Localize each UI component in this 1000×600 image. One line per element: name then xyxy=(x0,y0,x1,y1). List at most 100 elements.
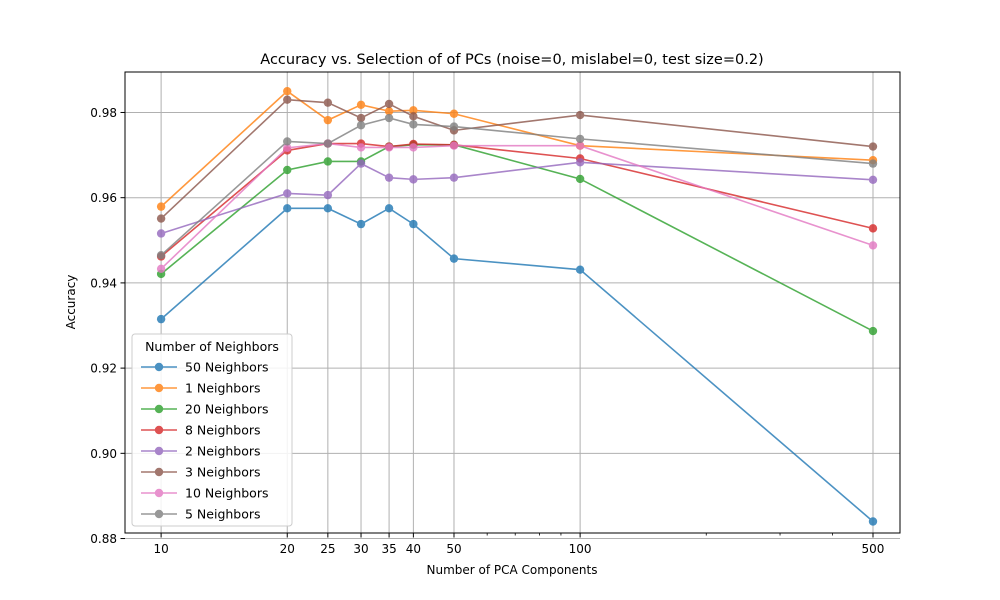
data-point xyxy=(356,100,366,110)
data-point xyxy=(283,189,292,198)
x-tick-label: 20 xyxy=(280,542,295,556)
data-point xyxy=(283,143,292,153)
legend-title: Number of Neighbors xyxy=(145,339,279,354)
data-point xyxy=(575,141,585,150)
data-point xyxy=(156,202,166,211)
legend-item xyxy=(141,467,177,477)
legend-label: 50 Neighbors xyxy=(185,360,268,375)
legend-item xyxy=(141,488,177,498)
legend-box xyxy=(131,333,293,527)
legend-marker xyxy=(154,509,164,519)
legend-marker xyxy=(154,488,164,498)
data-point xyxy=(384,99,394,109)
data-point xyxy=(323,115,333,125)
x-tick-label: 10 xyxy=(153,542,168,556)
data-point xyxy=(384,106,394,116)
x-tick-label: 35 xyxy=(381,542,396,556)
data-point xyxy=(323,157,333,166)
legend-label: 2 Neighbors xyxy=(185,444,261,459)
data-point xyxy=(575,158,585,167)
series-2-neighbors xyxy=(156,158,878,238)
legend-item xyxy=(141,383,177,393)
data-point xyxy=(449,254,459,263)
data-point xyxy=(356,219,366,229)
data-point xyxy=(283,137,292,146)
series-1-neighbors xyxy=(156,86,878,211)
data-point xyxy=(575,134,585,144)
data-point xyxy=(575,110,585,120)
legend: Number of Neighbors 50 Neighbors 1 Neighbo… xyxy=(131,333,293,527)
data-point xyxy=(868,159,878,168)
legend-label: 1 Neighbors xyxy=(185,381,261,396)
x-tick-label: 25 xyxy=(320,542,335,556)
data-point xyxy=(868,224,878,233)
legend-marker xyxy=(154,404,164,414)
series-50-neighbors xyxy=(156,204,878,526)
data-point xyxy=(409,120,418,129)
data-point xyxy=(283,204,292,213)
data-point xyxy=(384,173,394,182)
data-point xyxy=(449,141,459,150)
series-5-neighbors xyxy=(156,113,878,260)
data-point xyxy=(384,113,394,123)
data-point xyxy=(156,314,166,324)
data-point xyxy=(156,264,166,274)
axes: 10 20 25 30 35 40 50 100 500 0.88 0.90 0.92 0.94 0.96… xyxy=(90,71,901,556)
y-tick-label: 0.98 xyxy=(90,106,117,120)
series-group xyxy=(156,86,878,526)
legend-marker xyxy=(154,362,164,372)
legend-marker xyxy=(154,446,164,456)
y-axis-label: Accuracy xyxy=(64,275,78,330)
data-point xyxy=(156,251,166,260)
legend-label: 8 Neighbors xyxy=(185,423,261,438)
y-tick-label: 0.92 xyxy=(90,362,117,376)
x-tick-label: 50 xyxy=(446,542,461,556)
y-tick-label: 0.90 xyxy=(90,447,117,461)
x-tick-label: 100 xyxy=(569,542,592,556)
x-tick-label: 30 xyxy=(353,542,368,556)
legend-marker xyxy=(154,383,164,393)
data-point xyxy=(283,165,292,175)
data-point xyxy=(868,241,878,250)
data-point xyxy=(575,265,585,274)
legend-label: 3 Neighbors xyxy=(185,465,261,480)
data-point xyxy=(323,204,333,213)
data-point xyxy=(575,174,585,184)
data-point xyxy=(356,121,366,130)
data-point xyxy=(868,517,878,526)
data-point xyxy=(283,95,292,104)
data-point xyxy=(409,106,418,115)
legend-label: 10 Neighbors xyxy=(185,486,268,501)
data-point xyxy=(868,175,878,184)
series-10-neighbors xyxy=(156,139,878,274)
data-point xyxy=(156,229,166,238)
data-point xyxy=(323,190,333,200)
data-point xyxy=(356,143,366,152)
y-tick-label: 0.96 xyxy=(90,191,117,205)
legend-item xyxy=(141,404,177,414)
data-point xyxy=(409,112,418,121)
data-point xyxy=(356,159,366,168)
data-point xyxy=(449,109,459,118)
data-point xyxy=(868,326,878,336)
legend-label: 20 Neighbors xyxy=(185,402,268,417)
data-point xyxy=(323,139,333,148)
plot-frame xyxy=(124,71,901,534)
data-point xyxy=(409,143,418,152)
data-point xyxy=(449,122,459,131)
x-tick-label: 40 xyxy=(406,542,421,556)
legend-marker xyxy=(154,425,164,435)
data-point xyxy=(868,142,878,151)
legend-item xyxy=(141,509,177,519)
data-point xyxy=(409,175,418,184)
data-point xyxy=(323,98,333,107)
x-tick-label: 500 xyxy=(862,542,885,556)
data-point xyxy=(283,86,292,96)
y-tick-label: 0.88 xyxy=(90,532,117,546)
data-point xyxy=(384,204,394,213)
legend-item xyxy=(141,362,177,372)
series-line xyxy=(160,90,874,208)
legend-item xyxy=(141,446,177,456)
data-point xyxy=(156,214,166,223)
